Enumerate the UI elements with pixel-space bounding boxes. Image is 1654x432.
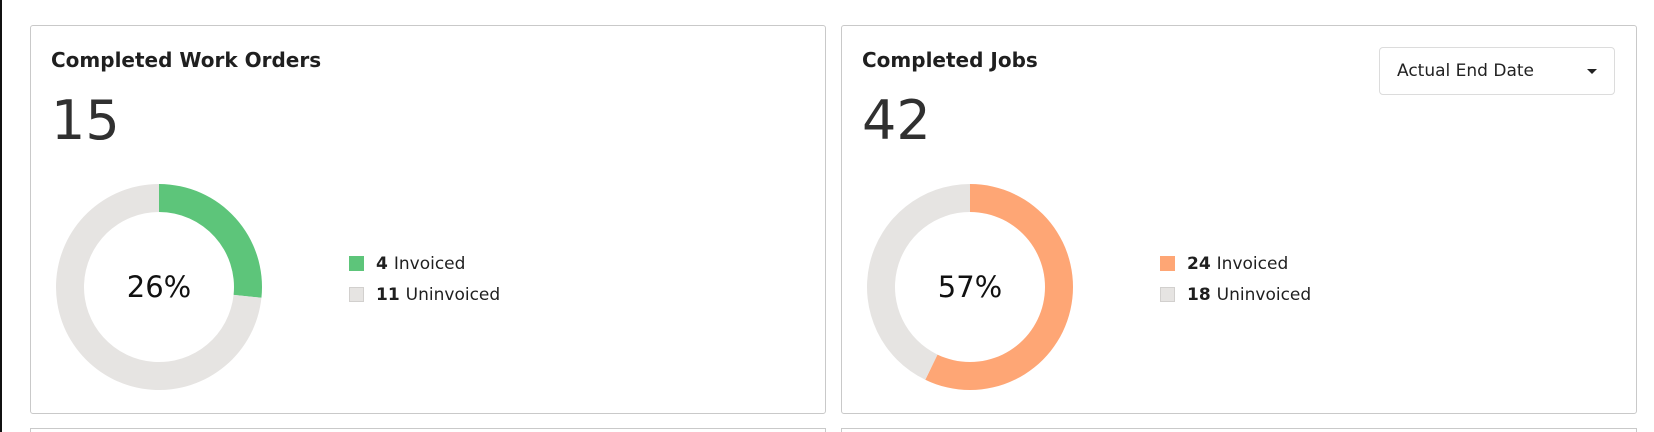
date-filter-dropdown[interactable]: Actual End Date: [1379, 47, 1615, 95]
legend-label-invoiced: Invoiced: [1216, 253, 1289, 274]
legend-item-invoiced: 24 Invoiced: [1160, 248, 1311, 279]
legend-item-uninvoiced: 18 Uninvoiced: [1160, 279, 1311, 310]
legend-count-invoiced: 4: [376, 253, 388, 274]
date-filter-value: Actual End Date: [1397, 61, 1535, 81]
jobs-title: Completed Jobs: [862, 48, 1038, 72]
legend-item-invoiced: 4 Invoiced: [349, 248, 500, 279]
work-orders-donut-svg: [55, 184, 262, 391]
jobs-card: Completed Jobs 42 Actual End Date 57% 24…: [841, 25, 1637, 414]
jobs-total: 42: [862, 89, 931, 152]
legend-count-uninvoiced: 11: [376, 284, 400, 305]
legend-swatch-invoiced: [1160, 256, 1175, 271]
legend-label-uninvoiced: Uninvoiced: [1216, 284, 1312, 305]
legend-item-uninvoiced: 11 Uninvoiced: [349, 279, 500, 310]
jobs-donut-svg: [867, 184, 1073, 390]
legend-count-invoiced: 24: [1187, 253, 1211, 274]
work-orders-total: 15: [51, 89, 120, 152]
legend-label-uninvoiced: Uninvoiced: [405, 284, 501, 305]
donut-slice-invoiced: [925, 184, 1073, 390]
jobs-legend: 24 Invoiced 18 Uninvoiced: [1160, 248, 1311, 310]
work-orders-percent-label: 26%: [126, 270, 192, 304]
legend-swatch-invoiced: [349, 256, 364, 271]
next-card-left: [30, 428, 826, 432]
legend-label-invoiced: Invoiced: [393, 253, 466, 274]
legend-count-uninvoiced: 18: [1187, 284, 1211, 305]
work-orders-title: Completed Work Orders: [51, 48, 322, 72]
next-card-right: [841, 428, 1637, 432]
work-orders-legend: 4 Invoiced 11 Uninvoiced: [349, 248, 500, 310]
work-orders-donut-chart: 26%: [51, 179, 267, 395]
donut-slice-uninvoiced: [867, 184, 970, 380]
legend-swatch-uninvoiced: [349, 287, 364, 302]
chevron-down-icon: [1587, 69, 1597, 74]
jobs-donut-chart: 57%: [862, 179, 1078, 395]
legend-swatch-uninvoiced: [1160, 287, 1175, 302]
work-orders-card: Completed Work Orders 15 26% 4 Invoiced …: [30, 25, 826, 414]
jobs-percent-label: 57%: [937, 270, 1003, 304]
donut-slice-invoiced: [159, 184, 262, 298]
